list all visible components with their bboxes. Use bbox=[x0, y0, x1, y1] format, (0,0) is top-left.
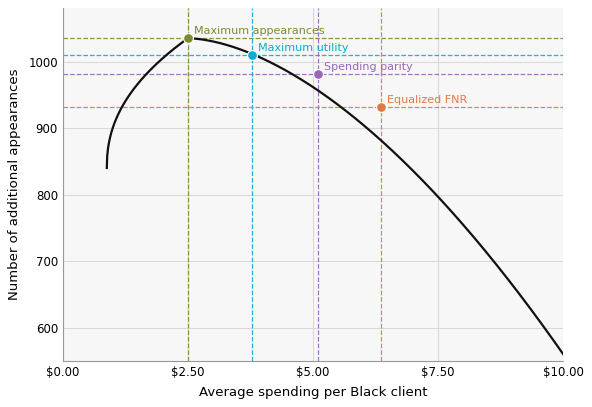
Text: Maximum appearances: Maximum appearances bbox=[194, 26, 324, 36]
Point bbox=[183, 35, 192, 42]
X-axis label: Average spending per Black client: Average spending per Black client bbox=[199, 386, 427, 399]
Point bbox=[376, 103, 385, 110]
Text: Maximum utility: Maximum utility bbox=[258, 43, 349, 53]
Point bbox=[247, 52, 257, 58]
Y-axis label: Number of additional appearances: Number of additional appearances bbox=[8, 69, 21, 300]
Text: Spending parity: Spending parity bbox=[324, 62, 413, 72]
Text: Equalized FNR: Equalized FNR bbox=[387, 95, 467, 105]
Point bbox=[313, 71, 323, 77]
